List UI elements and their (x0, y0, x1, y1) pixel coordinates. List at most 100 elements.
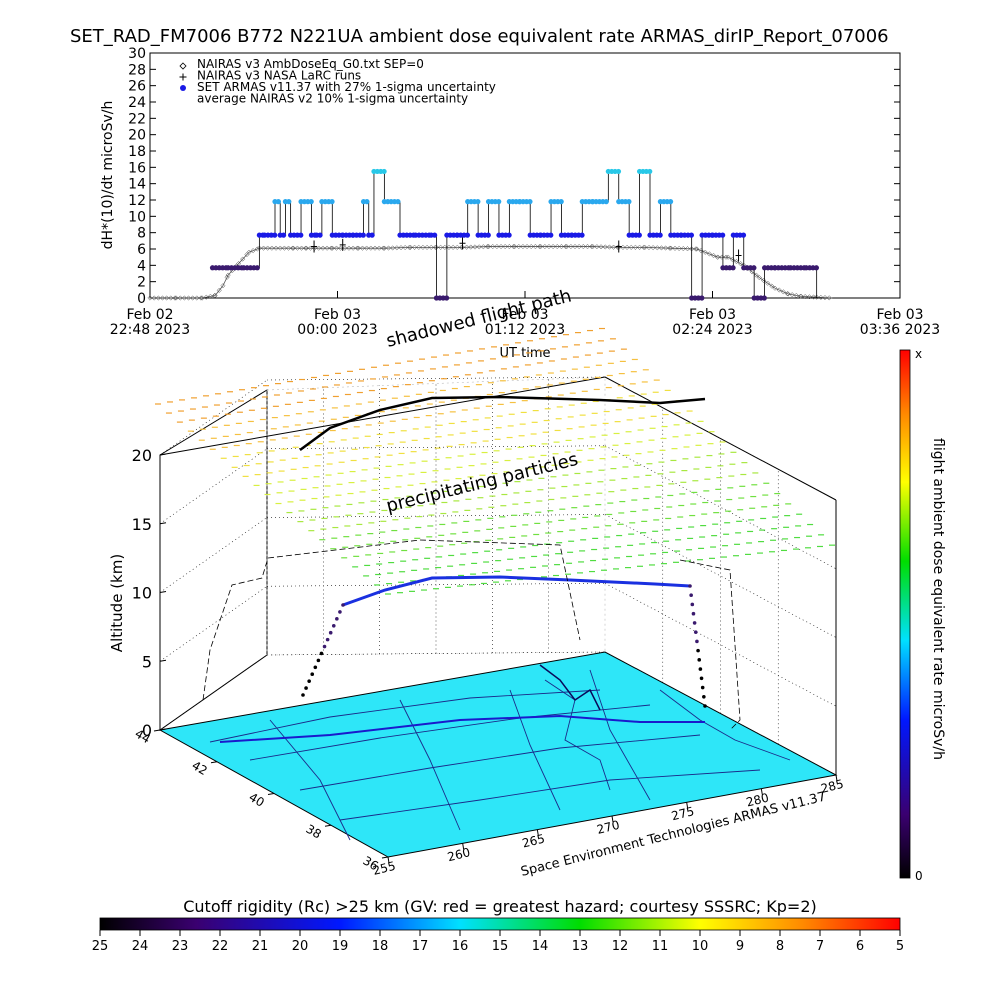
map-boundary-line (509, 689, 561, 811)
nairas-v3-point (568, 243, 574, 250)
armas-point (813, 265, 820, 271)
y-tick-label: 12 (128, 193, 146, 209)
alt-gridline-left (159, 448, 268, 524)
y-tick-label: 0 (137, 291, 146, 307)
alt-tick-label: 5 (142, 652, 152, 671)
nairas-v3-point (684, 246, 691, 252)
nairas-v3-point (806, 294, 812, 300)
wall-projection-back (267, 539, 581, 641)
rigidity-tick-label: 14 (532, 939, 549, 954)
altitude-track (342, 575, 691, 607)
nairas-v3-point (240, 256, 246, 262)
armas-point (381, 168, 387, 175)
descent-point (700, 685, 705, 690)
armas-point (485, 232, 491, 238)
y-axis-label: dH*(10)/dt microSv/h (100, 101, 116, 250)
lon-tick (387, 856, 390, 864)
nairas-v3-point (442, 244, 448, 250)
nairas-v3-point (706, 251, 712, 257)
nairas-larc-point (339, 238, 346, 251)
nairas-v3-point (802, 294, 808, 300)
nairas-v3-point (602, 244, 608, 250)
nairas-v3-point (424, 244, 430, 250)
armas-point (286, 199, 292, 205)
longitude-ticks: 255 260 265 270 275 280 285 (371, 774, 845, 878)
nairas-larc-point (615, 240, 622, 253)
descent-point (692, 621, 697, 625)
nairas-v3-point (484, 244, 491, 250)
legend-plus-marker (179, 73, 187, 81)
nairas-v3-point (168, 295, 174, 301)
alt-tick-label: 20 (132, 446, 152, 465)
x-tick-time: 00:00 2023 (297, 322, 377, 338)
nairas-v3-point (390, 245, 396, 251)
nairas-v3-point (650, 245, 656, 251)
nairas-v3-point (594, 244, 600, 250)
nairas-v3-point (668, 245, 674, 251)
nairas-v3-point (810, 294, 817, 300)
nairas-v3-point (428, 244, 434, 250)
nairas-v3-point (159, 295, 166, 301)
rigidity-tick-label: 16 (452, 939, 469, 954)
nairas-v3-point (658, 245, 665, 251)
armas-point (579, 232, 585, 238)
climb-point (310, 672, 315, 677)
nairas-v3-point (584, 243, 591, 250)
armas-point (761, 295, 767, 301)
armas-point (369, 232, 375, 238)
nairas-v3-point (290, 245, 296, 251)
nairas-v3-point (598, 244, 604, 250)
lon-tick (611, 815, 614, 823)
nairas-v3-point (480, 244, 486, 250)
armas-point (308, 199, 314, 205)
nairas-v3-point (785, 291, 791, 297)
armas-point (275, 199, 281, 205)
armas-point (527, 199, 533, 205)
alt-tick-label: 15 (132, 515, 152, 534)
nairas-v3-point (216, 287, 222, 293)
nairas-v3-point (220, 283, 226, 289)
x-tick-time: 03:36 2023 (860, 322, 940, 338)
nairas-v3-point (333, 245, 340, 251)
descent-point (702, 694, 706, 699)
descent-point (688, 584, 692, 588)
nairas-v3-point (680, 246, 686, 252)
nairas-v3-point (355, 245, 361, 251)
nairas-larc-point (459, 237, 466, 250)
nairas-v3-point (346, 245, 352, 251)
map-boundary-line (209, 689, 601, 743)
top-front-edge (159, 376, 606, 456)
armas-point (360, 232, 366, 238)
map-boundary-line (544, 679, 611, 791)
lon-tick-label: 270 (595, 818, 621, 837)
nairas-v3-point (380, 245, 386, 251)
nairas-v3-point (181, 295, 187, 301)
nairas-v3-point (294, 245, 300, 251)
nairas-v3-point (303, 245, 309, 251)
y-tick-label: 2 (137, 275, 146, 291)
legend-entry: NAIRAS v3 NASA LaRC runs (197, 69, 361, 83)
nairas-v3-point (398, 245, 404, 251)
nairas-v3-point (246, 249, 252, 255)
nairas-v3-point (694, 246, 700, 252)
armas-point (548, 232, 554, 238)
nairas-v3-point (454, 244, 460, 250)
nairas-v3-point (826, 295, 832, 301)
nairas-v3-point (756, 275, 762, 281)
nairas-v3-point (632, 244, 638, 250)
nairas-v3-point (320, 245, 326, 251)
descent-point (696, 648, 700, 653)
nairas-v3-point (185, 295, 192, 301)
map-boundary-line (399, 699, 461, 831)
nairas-v3-point (498, 243, 504, 250)
rigidity-tick-label: 23 (172, 939, 189, 954)
nairas-v3-point (702, 249, 708, 255)
legend-entry: average NAIRAS v2 10% 1-sigma uncertaint… (197, 92, 468, 106)
back-edge (604, 376, 837, 501)
map-boundary-line (659, 689, 791, 761)
nairas-v3-point (285, 245, 292, 251)
nairas-v3-point (277, 245, 283, 251)
nairas-v3-point (550, 243, 556, 250)
